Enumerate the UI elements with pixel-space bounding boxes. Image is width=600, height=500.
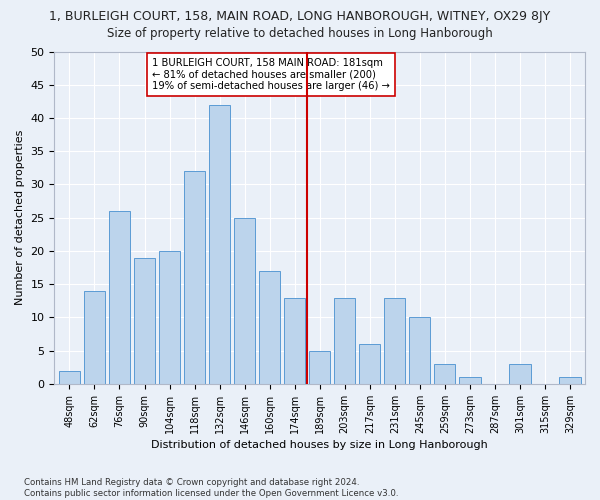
Bar [559, 378, 581, 384]
Bar [184, 171, 205, 384]
Bar [359, 344, 380, 384]
Bar [409, 318, 430, 384]
Bar [159, 251, 180, 384]
Bar [309, 350, 331, 384]
Bar [59, 370, 80, 384]
Bar [284, 298, 305, 384]
Text: Contains HM Land Registry data © Crown copyright and database right 2024.
Contai: Contains HM Land Registry data © Crown c… [24, 478, 398, 498]
Bar [109, 211, 130, 384]
Bar [334, 298, 355, 384]
X-axis label: Distribution of detached houses by size in Long Hanborough: Distribution of detached houses by size … [151, 440, 488, 450]
Bar [84, 291, 105, 384]
Bar [509, 364, 530, 384]
Bar [434, 364, 455, 384]
Bar [134, 258, 155, 384]
Bar [384, 298, 406, 384]
Bar [259, 271, 280, 384]
Bar [209, 104, 230, 384]
Bar [459, 378, 481, 384]
Text: 1, BURLEIGH COURT, 158, MAIN ROAD, LONG HANBOROUGH, WITNEY, OX29 8JY: 1, BURLEIGH COURT, 158, MAIN ROAD, LONG … [49, 10, 551, 23]
Text: 1 BURLEIGH COURT, 158 MAIN ROAD: 181sqm
← 81% of detached houses are smaller (20: 1 BURLEIGH COURT, 158 MAIN ROAD: 181sqm … [152, 58, 390, 92]
Text: Size of property relative to detached houses in Long Hanborough: Size of property relative to detached ho… [107, 28, 493, 40]
Bar [234, 218, 255, 384]
Y-axis label: Number of detached properties: Number of detached properties [15, 130, 25, 306]
